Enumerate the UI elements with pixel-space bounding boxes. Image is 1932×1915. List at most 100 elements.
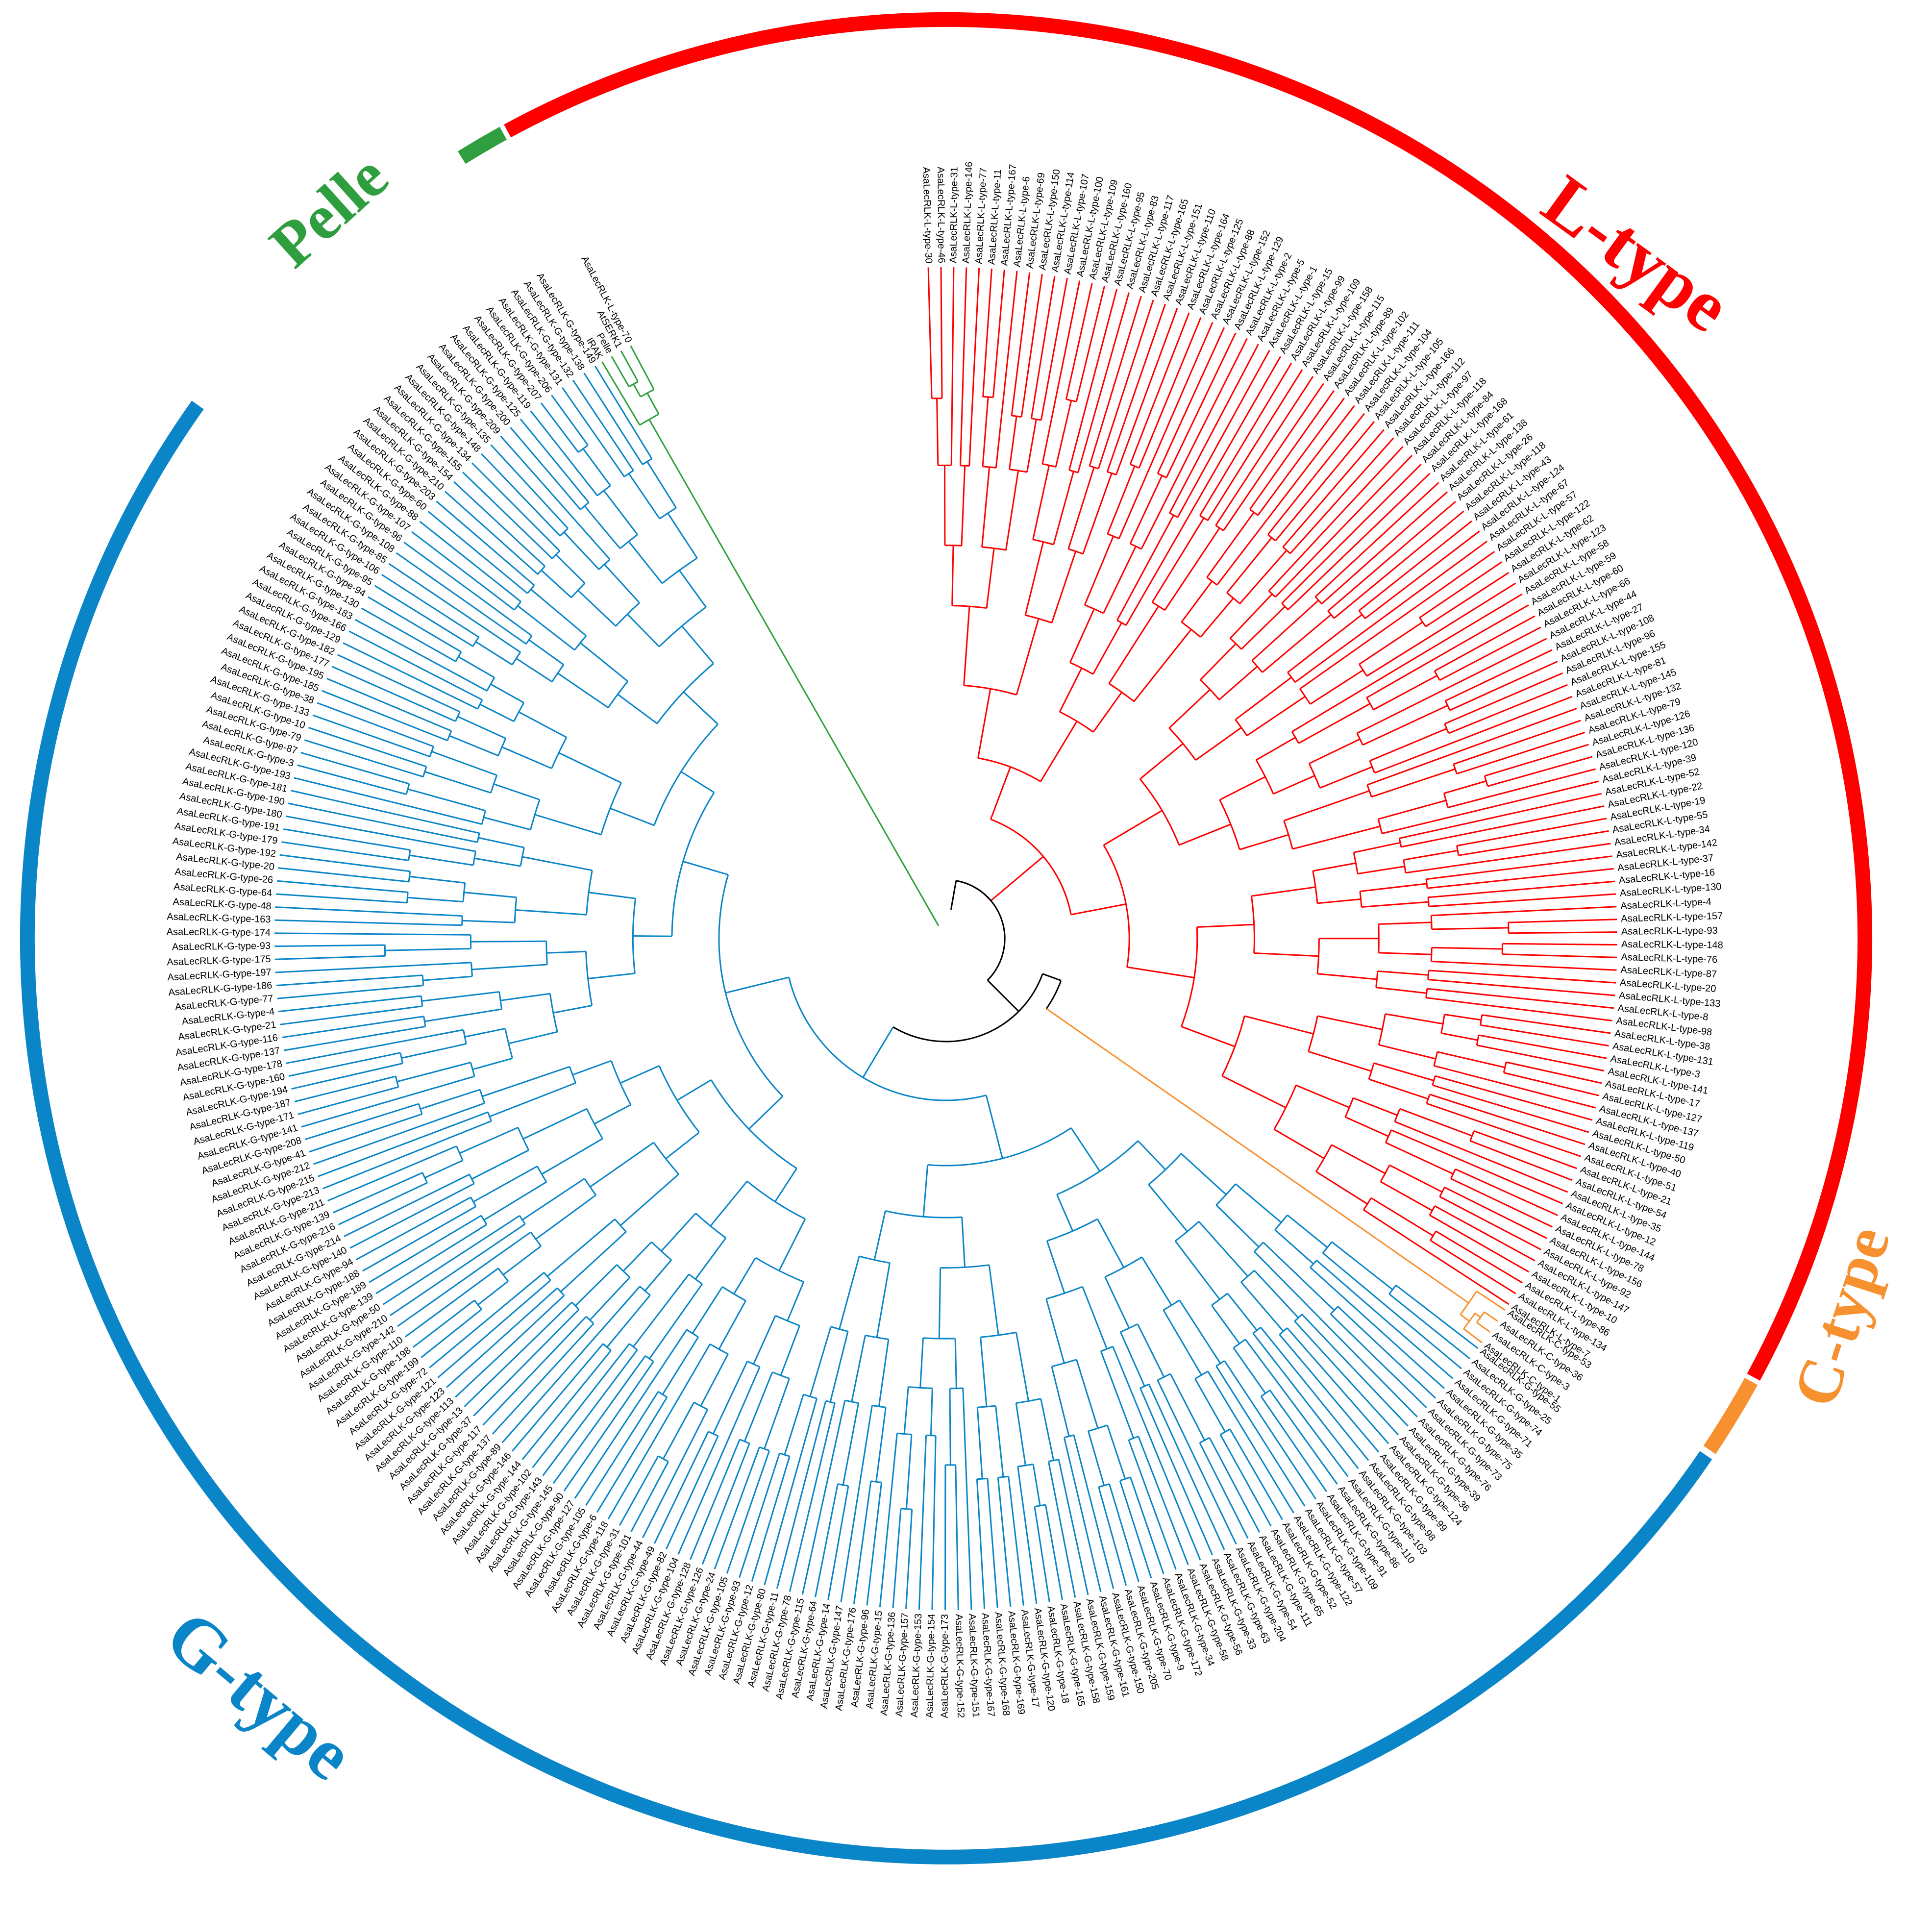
tree-branch [1428, 880, 1615, 898]
tree-branch [1221, 1075, 1287, 1109]
tree-branch [1199, 1437, 1210, 1443]
tree-branch [1055, 400, 1072, 467]
tree-branch [288, 1052, 401, 1077]
tree-branch [1430, 1240, 1516, 1294]
tree-branch [489, 1082, 576, 1118]
tree-branch [1107, 466, 1136, 534]
tree-branch [1197, 923, 1254, 928]
tree-branch [678, 570, 707, 608]
tree-branch [1252, 1333, 1359, 1469]
tree-branch [1109, 1484, 1139, 1582]
tree-branch [317, 702, 434, 747]
tree-branch [1363, 1197, 1372, 1211]
tree-branch [1263, 1242, 1335, 1311]
tree-branch [840, 1405, 873, 1602]
tree-branch [1330, 1306, 1338, 1315]
tree-branch [530, 589, 587, 637]
tree-branch [1267, 413, 1365, 535]
tree-branch [445, 491, 539, 575]
tree-branch [1353, 842, 1401, 853]
tree-branch [464, 1301, 572, 1407]
tree-branch [594, 366, 653, 459]
tree-branch [998, 1475, 1009, 1478]
tree-branch [1219, 1434, 1272, 1527]
tree-branch [1426, 855, 1612, 880]
tree-branch [1088, 1431, 1105, 1486]
tree-branch [1017, 1466, 1038, 1604]
tree-branch [1322, 1252, 1462, 1369]
tree-branch [726, 1450, 770, 1574]
tree-branch [1056, 1194, 1074, 1232]
tree-branch [421, 991, 499, 1002]
tree-branch [962, 1388, 972, 1610]
tree-branch [661, 1213, 696, 1252]
tree-branch [1371, 768, 1456, 798]
tree-branch [1137, 1140, 1166, 1170]
tree-branch [1294, 1320, 1399, 1436]
tree-branch [276, 880, 408, 893]
tree-branch [1437, 1051, 1506, 1069]
tree-branch [1169, 344, 1259, 514]
tree-branch [1009, 416, 1017, 470]
tree-branch [1457, 818, 1607, 846]
clade-label-ctype: C-type [1780, 1218, 1904, 1415]
tree-branch [632, 1273, 690, 1347]
tree-branch [429, 1272, 545, 1368]
tree-branch [954, 1338, 957, 1389]
leaf-label: AsaLecRLK-G-type-167 [980, 1613, 996, 1717]
tree-branch [1044, 1504, 1064, 1600]
tree-branch [288, 802, 478, 843]
tree-branch [1103, 810, 1163, 846]
tree-branch [1179, 823, 1231, 846]
tree-branch [1103, 546, 1137, 614]
tree-branch [1200, 643, 1237, 680]
tree-branch [1444, 1186, 1547, 1239]
tree-branch [681, 625, 715, 664]
tree-branch [1274, 1229, 1314, 1265]
tree-branch [838, 1483, 849, 1487]
tree-branch [1361, 901, 1429, 908]
tree-branch [683, 691, 718, 725]
tree-branch [789, 1403, 836, 1592]
tree-branch [1374, 696, 1573, 774]
tree-branch [1200, 597, 1234, 638]
tree-branch [1268, 446, 1404, 592]
tree-branch [1097, 299, 1154, 469]
tree-branch [1063, 1437, 1102, 1592]
tree-branch [1373, 674, 1437, 711]
tree-branch [985, 1095, 1003, 1159]
tree-branch [362, 1206, 476, 1272]
tree-branch [557, 672, 609, 709]
tree-branch [1071, 903, 1126, 916]
tree-branch [480, 1215, 488, 1225]
tree-branch [918, 1435, 927, 1610]
tree-branch [500, 993, 550, 1001]
tree-branch [1434, 671, 1440, 681]
tree-branch [1445, 649, 1553, 702]
tree-branch [718, 874, 784, 1097]
tree-branch [1391, 1129, 1563, 1205]
tree-branch [1463, 1328, 1483, 1343]
tree-branch [455, 711, 461, 722]
tree-branch [546, 950, 586, 954]
tree-branch [977, 688, 991, 758]
tree-branch [892, 1004, 1026, 1043]
tree-branch [349, 1183, 475, 1249]
tree-branch [617, 694, 658, 724]
tree-branch [1344, 1097, 1354, 1118]
tree-branch [764, 1378, 791, 1449]
tree-branch [556, 1287, 565, 1296]
tree-branch [1273, 1128, 1325, 1159]
tree-branch [1330, 1313, 1427, 1408]
tree-branch [644, 1259, 672, 1292]
tree-branch [1399, 793, 1602, 839]
tree-branch [1345, 1116, 1389, 1137]
tree-branch [1092, 622, 1122, 675]
tree-branch [521, 1350, 612, 1460]
tree-branch [1240, 1281, 1284, 1332]
tree-branch [1260, 1327, 1369, 1461]
tree-branch [658, 1391, 668, 1398]
tree-branch [1116, 620, 1127, 626]
tree-branch [1295, 1084, 1350, 1108]
tree-branch [1105, 1256, 1142, 1278]
